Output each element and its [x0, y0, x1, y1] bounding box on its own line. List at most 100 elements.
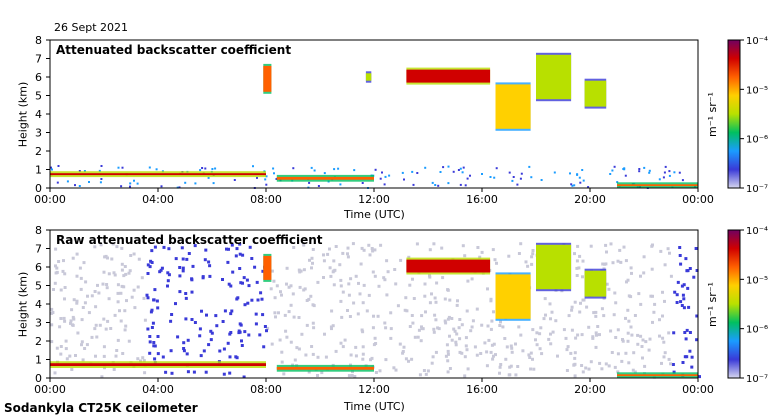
bottom-noise-speck — [354, 345, 358, 349]
bottom-noise-speck — [229, 312, 233, 316]
bottom-noise-speck — [148, 351, 152, 355]
bottom-colorbar-unit: m⁻¹ sr⁻¹ — [705, 282, 719, 327]
bottom-x-tick-label: 16:00 — [466, 383, 498, 396]
top-noise-speck — [207, 176, 210, 179]
bottom-noise-speck — [466, 279, 470, 283]
bottom-noise-speck — [166, 284, 169, 288]
bottom-noise-speck — [272, 279, 276, 283]
bottom-noise-speck — [284, 329, 288, 333]
top-noise-speck — [273, 172, 275, 175]
top-noise-speck — [275, 178, 278, 180]
bottom-noise-speck — [254, 322, 258, 326]
top-noise-speck — [56, 181, 59, 184]
bottom-noise-speck — [243, 330, 247, 334]
bottom-noise-speck — [136, 357, 140, 361]
bottom-noise-speck — [75, 274, 79, 278]
bottom-noise-speck — [581, 259, 585, 263]
bottom-noise-speck — [602, 314, 606, 318]
bottom-noise-speck — [605, 282, 609, 286]
bottom-noise-speck — [498, 324, 502, 327]
bottom-noise-speck — [551, 330, 555, 334]
top-y-tick-label: 3 — [35, 127, 42, 140]
bottom-noise-speck — [394, 368, 398, 372]
bottom-noise-speck — [492, 354, 495, 358]
top-noise-speck — [508, 171, 511, 174]
bottom-noise-speck — [208, 274, 212, 278]
top-noise-speck — [292, 167, 295, 170]
bottom-noise-speck — [548, 302, 552, 306]
bottom-noise-speck — [661, 314, 664, 318]
bottom-noise-speck — [529, 351, 533, 355]
bottom-noise-speck — [642, 271, 646, 275]
top-noise-speck — [464, 184, 467, 187]
bottom-noise-speck — [187, 252, 191, 255]
bottom-noise-speck — [174, 257, 178, 261]
top-noise-speck — [609, 173, 612, 175]
bottom-noise-speck — [93, 290, 97, 293]
top-noise-speck — [265, 175, 268, 178]
top-y-tick-label: 6 — [35, 71, 42, 84]
bottom-noise-speck — [504, 357, 508, 361]
top-noise-speck — [579, 181, 582, 184]
bottom-noise-speck — [373, 248, 377, 252]
bottom-noise-speck — [63, 319, 67, 323]
bottom-noise-speck — [630, 333, 634, 337]
bottom-noise-speck — [550, 310, 554, 314]
bottom-noise-speck — [417, 328, 421, 332]
bottom-colorbar-tick-label: 10⁻⁷ — [746, 374, 768, 385]
bottom-noise-speck — [127, 271, 131, 275]
top-noise-speck — [511, 179, 514, 182]
bottom-noise-speck — [75, 301, 79, 305]
top-x-axis: 00:00 04:00 08:00 12:00 16:00 20:00 00:00 — [34, 188, 714, 206]
bottom-noise-speck — [310, 266, 313, 270]
bottom-noise-speck — [652, 310, 656, 314]
bottom-noise-speck — [625, 280, 628, 284]
bottom-noise-speck — [64, 347, 68, 351]
bottom-noise-speck — [137, 257, 141, 261]
top-y-tick-label: 1 — [35, 164, 42, 177]
bottom-noise-speck — [181, 269, 185, 273]
bottom-noise-speck — [499, 320, 502, 324]
bottom-noise-speck — [361, 345, 365, 349]
top-noise-speck — [194, 182, 197, 185]
bottom-colorbar-bar — [727, 229, 741, 379]
bottom-x-tick-label: 20:00 — [574, 383, 606, 396]
bottom-y-tick-label: 2 — [35, 335, 42, 348]
bottom-noise-speck — [146, 327, 150, 331]
bottom-noise-speck — [491, 248, 495, 252]
bottom-noise-speck — [119, 319, 123, 323]
bottom-noise-speck — [647, 348, 651, 352]
top-y-tick-label: 7 — [35, 53, 42, 66]
bottom-noise-speck — [598, 361, 602, 365]
bottom-noise-speck — [361, 330, 365, 334]
bottom-noise-speck — [310, 256, 314, 260]
bottom-noise-speck — [280, 350, 284, 354]
top-feature-low-layer — [276, 176, 374, 180]
top-noise-speck — [613, 165, 616, 168]
bottom-noise-speck — [653, 302, 657, 306]
top-noise-speck — [361, 182, 364, 184]
top-noise-speck — [204, 167, 207, 170]
bottom-noise-speck — [671, 363, 675, 366]
bottom-noise-speck — [235, 356, 239, 360]
bottom-noise-speck — [572, 363, 576, 367]
bottom-noise-speck — [270, 269, 274, 273]
top-x-axis-label: Time (UTC) — [344, 208, 405, 221]
bottom-noise-speck — [411, 277, 414, 281]
top-noise-speck — [129, 182, 132, 185]
bottom-noise-speck — [106, 256, 109, 260]
bottom-noise-speck — [122, 274, 126, 278]
bottom-noise-speck — [115, 245, 119, 249]
bottom-noise-speck — [291, 292, 295, 296]
top-noise-speck — [50, 166, 52, 169]
bottom-noise-speck — [330, 309, 334, 313]
bottom-noise-speck — [289, 303, 293, 307]
bottom-noise-speck — [519, 333, 523, 337]
bottom-noise-speck — [603, 262, 607, 266]
bottom-noise-speck — [61, 269, 65, 273]
bottom-chart-title: Raw attenuated backscatter coefficient — [56, 233, 323, 247]
top-noise-speck — [516, 183, 519, 186]
bottom-noise-speck — [339, 299, 343, 303]
bottom-noise-speck — [373, 274, 377, 278]
top-colorbar-tick-label: 10⁻⁴ — [746, 36, 768, 47]
